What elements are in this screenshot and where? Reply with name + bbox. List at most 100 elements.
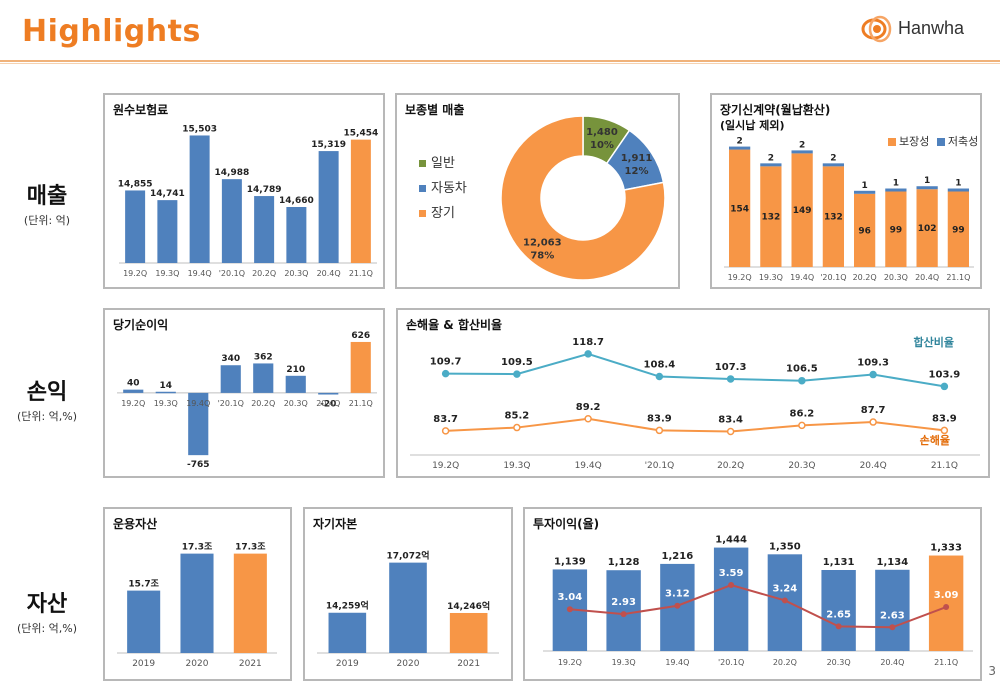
x-tick-label: 2021 <box>239 659 262 669</box>
bar-protection <box>854 193 876 267</box>
panel-investment-income: 투자이익(율) 1,139 19.2Q 1,128 19.3Q 1,216 19.4Q 1,… <box>523 507 982 681</box>
data-label: -765 <box>187 460 210 470</box>
data-label: 1,128 <box>608 557 640 568</box>
x-tick-label: 20.3Q <box>788 461 815 471</box>
data-point <box>726 375 735 383</box>
equity-chart: 14,259억 2019 17,072억 2020 14,246억 2021 <box>317 550 499 669</box>
data-label: 83.7 <box>433 414 458 425</box>
data-label: 118.7 <box>572 337 604 348</box>
data-point <box>584 415 592 423</box>
panel-ratios: 손해율 & 합산비율 109.7 109.5 118.7 108.4 107.3 106.… <box>396 308 990 478</box>
section-title: 손익 <box>26 380 68 405</box>
data-point <box>441 427 450 435</box>
bar <box>318 392 339 395</box>
x-tick-label: 20.3Q <box>884 273 908 282</box>
x-tick-label: 2020 <box>397 659 420 669</box>
x-tick-label: 20.4Q <box>860 461 887 471</box>
x-tick-label: '20.1Q <box>218 399 244 408</box>
data-label: 14,789 <box>247 185 282 195</box>
section-profit: 손익 (단위: 억,%) <box>2 374 92 424</box>
bar <box>389 562 427 653</box>
data-label: 109.3 <box>857 358 889 369</box>
data-label: 149 <box>793 206 812 216</box>
slice-value-label: 1,911 <box>621 153 653 164</box>
data-label: 1,134 <box>877 557 909 568</box>
chart-legend: 보장성 저축성 <box>888 133 978 149</box>
data-label: 210 <box>286 365 305 375</box>
section-unit: (단위: 억,%) <box>16 410 78 423</box>
x-tick-label: 2019 <box>132 659 155 669</box>
data-label: 96 <box>858 226 871 236</box>
data-label: 85.2 <box>505 411 530 422</box>
chart-title: 손해율 & 합산비율 <box>406 318 503 332</box>
bar <box>221 179 242 263</box>
chart-title: 운용자산 <box>113 517 158 531</box>
data-label: 14 <box>159 381 172 391</box>
rate-label: 3.24 <box>773 583 798 594</box>
x-tick-label: 19.4Q <box>188 269 212 278</box>
header-divider-light <box>0 63 1000 64</box>
section-unit: (단위: 억) <box>23 214 71 227</box>
x-tick-label: 19.3Q <box>155 269 179 278</box>
data-label: 15,454 <box>344 129 379 139</box>
x-tick-label: 20.2Q <box>252 269 276 278</box>
rate-point <box>781 597 788 604</box>
chart-title: 투자이익(율) <box>533 517 600 531</box>
slice-percent-label: 10% <box>590 140 614 151</box>
investment-income-chart: 1,139 19.2Q 1,128 19.3Q 1,216 19.4Q 1,444 '20.1… <box>543 535 973 667</box>
x-tick-label: 20.3Q <box>284 399 308 408</box>
bar <box>928 555 964 651</box>
data-label: 1,333 <box>930 543 962 554</box>
x-tick-label: 19.2Q <box>123 269 147 278</box>
data-label: 2 <box>736 137 742 147</box>
bar <box>350 139 371 263</box>
x-tick-label: 20.2Q <box>251 399 275 408</box>
x-tick-label: '20.1Q <box>718 658 744 667</box>
data-label: 89.2 <box>576 402 601 413</box>
x-tick-label: 19.4Q <box>790 273 814 282</box>
x-tick-label: 19.2Q <box>558 658 582 667</box>
rate-label: 2.63 <box>880 610 905 621</box>
bar-protection <box>885 191 907 267</box>
data-label: 109.5 <box>501 357 533 368</box>
panel-operating-assets: 운용자산 15.7조 2019 17.3조 2020 17.3조 2021 <box>103 507 292 681</box>
rate-point <box>674 602 681 609</box>
rate-point <box>566 606 573 613</box>
data-label: 17.3조 <box>235 542 266 553</box>
data-label: 2 <box>799 140 805 150</box>
data-label: 1 <box>924 176 930 186</box>
x-tick-label: 19.3Q <box>759 273 783 282</box>
x-tick-label: 20.2Q <box>773 658 797 667</box>
bar <box>875 569 910 651</box>
legend-swatch <box>888 138 896 146</box>
bar <box>189 135 210 263</box>
rate-label: 2.65 <box>826 609 851 620</box>
x-tick-label: 2019 <box>336 659 359 669</box>
data-label: 99 <box>890 225 903 235</box>
section-assets: 자산 (단위: 억,%) <box>2 586 92 636</box>
bar-protection <box>760 166 782 267</box>
rate-label: 3.59 <box>719 568 744 579</box>
data-label: 14,855 <box>118 179 153 189</box>
data-point <box>869 418 877 426</box>
x-tick-label: 19.2Q <box>432 461 459 471</box>
new-contracts-chart: 154 2 19.2Q 132 2 19.3Q 149 2 19.4Q 132 2 '20.1Q 96 1… <box>724 137 974 282</box>
data-label: 132 <box>761 213 780 223</box>
data-label: 1,444 <box>715 535 747 546</box>
x-tick-label: 20.4Q <box>915 273 939 282</box>
data-point <box>513 370 521 378</box>
bar-protection <box>947 191 969 267</box>
data-label: 107.3 <box>715 362 747 373</box>
series-label: 손해율 <box>920 433 950 447</box>
data-label: 340 <box>221 354 240 364</box>
data-label: 14,259억 <box>326 600 369 612</box>
data-point <box>940 426 949 435</box>
bar-savings <box>885 188 907 192</box>
bar <box>157 200 178 263</box>
data-point <box>798 376 806 385</box>
bar <box>350 341 371 393</box>
panel-new-contracts: 장기신계약(월납환산) (일시납 제외) 보장성 저축성 154 2 19.2Q 13… <box>710 93 982 289</box>
ratios-chart: 109.7 109.5 118.7 108.4 107.3 106.5 109.3 103.9… <box>410 335 980 471</box>
chart-title: 당기순이익 <box>113 318 169 332</box>
bar <box>253 363 274 393</box>
